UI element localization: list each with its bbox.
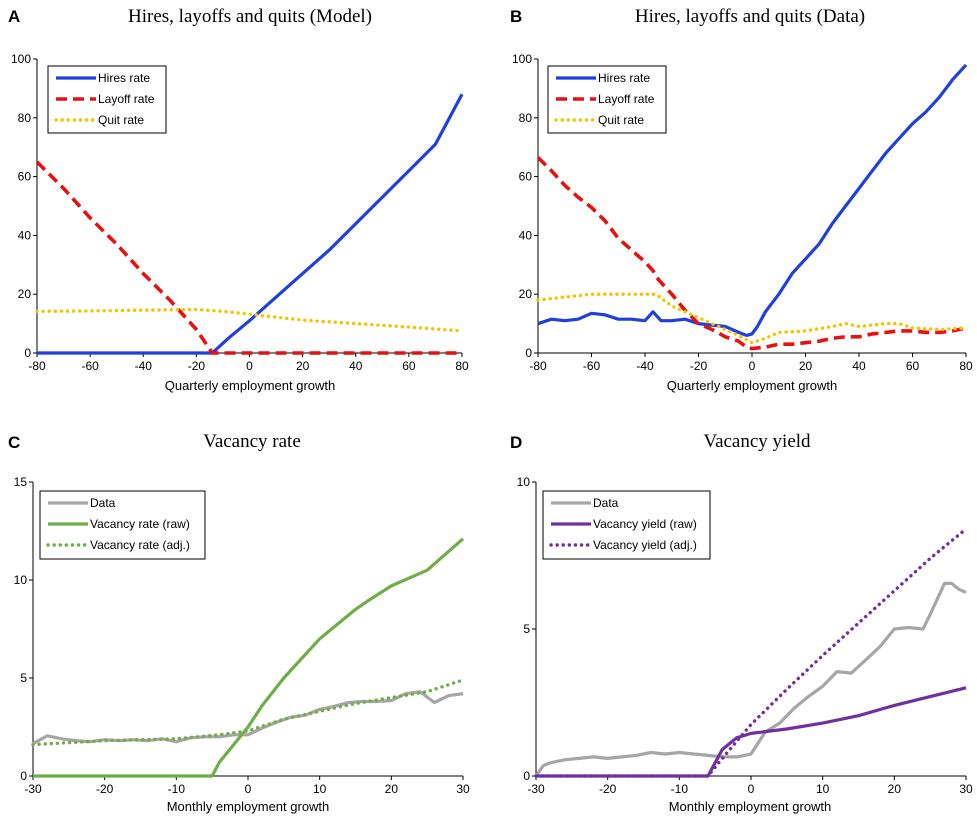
series-line-layoff-rate [35, 160, 462, 355]
y-tick-label: 60 [18, 170, 32, 184]
y-tick-label: 80 [18, 111, 32, 125]
panel-d-legend: Data Vacancy yield (raw) Vacancy yield (ad… [542, 490, 711, 560]
x-tick-label: 30 [456, 782, 470, 796]
legend-label: Vacancy rate (raw) [90, 517, 190, 531]
x-tick-label: -30 [24, 782, 42, 796]
x-tick-label: 60 [906, 359, 920, 373]
y-tick-label: 40 [18, 228, 32, 242]
panel-c-legend: Data Vacancy rate (raw) Vacancy rate (adj.… [39, 490, 206, 560]
x-tick-label: 0 [748, 782, 755, 796]
x-tick-label: 20 [888, 782, 902, 796]
y-tick-label: 0 [20, 769, 27, 783]
x-tick-label: -10 [168, 782, 186, 796]
y-tick-label: 0 [523, 769, 530, 783]
legend-label: Data [90, 496, 116, 510]
x-tick-label: 80 [959, 359, 973, 373]
y-tick-label: 20 [18, 287, 32, 301]
y-tick-label: 0 [525, 346, 532, 360]
panel-d-title: Vacancy yield [703, 431, 811, 452]
legend-label: Quit rate [598, 113, 644, 127]
x-tick-label: -80 [28, 359, 46, 373]
series-line-hires-rate [537, 63, 968, 337]
panel-c-xlabel: Monthly employment growth [167, 799, 330, 814]
x-tick-label: -20 [96, 782, 114, 796]
series-line-hires-rate [37, 93, 464, 355]
legend-label: Quit rate [98, 113, 144, 127]
x-tick-label: -10 [671, 782, 689, 796]
x-tick-label: -40 [636, 359, 654, 373]
y-tick-label: 100 [11, 52, 31, 66]
x-tick-label: -30 [527, 782, 545, 796]
x-tick-label: 30 [959, 782, 973, 796]
legend-label: Layoff rate [98, 92, 155, 106]
panel-a-axes: 0 20 40 60 80 100 -80 -60 -40 -20 0 20 40 60 80 [11, 52, 469, 373]
y-tick-label: 80 [519, 111, 533, 125]
x-tick-label: -60 [81, 359, 99, 373]
x-tick-label: 40 [852, 359, 866, 373]
y-tick-label: 5 [20, 671, 27, 685]
x-tick-label: 10 [816, 782, 830, 796]
y-tick-label: 60 [519, 170, 533, 184]
series-line-quit-rate [35, 307, 464, 333]
legend-label: Data [593, 496, 619, 510]
series-line-quit-rate [536, 292, 968, 345]
legend-label: Vacancy yield (adj.) [593, 538, 697, 552]
y-tick-label: 10 [14, 573, 28, 587]
x-tick-label: -40 [135, 359, 153, 373]
x-tick-label: 80 [455, 359, 469, 373]
legend-label: Vacancy yield (raw) [593, 517, 697, 531]
x-tick-label: -80 [529, 359, 547, 373]
series-line-vacancy-yield-raw [536, 686, 967, 778]
x-tick-label: -20 [188, 359, 206, 373]
y-tick-label: 0 [24, 346, 31, 360]
y-tick-label: 15 [14, 475, 28, 489]
panel-a-legend: Hires rate Layoff rate Quit rate [47, 65, 167, 134]
panel-d-letter: D [510, 433, 522, 452]
panel-c: C Vacancy rate Monthly employment growth… [8, 431, 470, 814]
series-line-layoff-rate [536, 156, 967, 351]
panel-a: A Hires, layoffs and quits (Model) Quart… [8, 6, 469, 393]
x-tick-label: -60 [583, 359, 601, 373]
x-tick-label: 0 [246, 359, 253, 373]
x-tick-label: 10 [313, 782, 327, 796]
x-tick-label: 40 [349, 359, 363, 373]
series-line-vacancy-rate-raw [33, 537, 465, 778]
panel-c-title: Vacancy rate [203, 431, 301, 452]
y-tick-label: 40 [519, 228, 533, 242]
panel-d: D Vacancy yield Monthly employment growt… [510, 431, 973, 814]
panel-a-xlabel: Quarterly employment growth [165, 378, 336, 393]
panel-b-legend: Hires rate Layoff rate Quit rate [547, 65, 667, 134]
series-line-data [32, 690, 464, 746]
legend-label: Layoff rate [598, 92, 655, 106]
panel-b-letter: B [510, 7, 522, 26]
panel-b-axes: 0 20 40 60 80 100 -80 -60 -40 -20 0 20 40 60 80 [512, 52, 973, 373]
panel-b: B Hires, layoffs and quits (Data) Quarte… [510, 6, 973, 393]
x-tick-label: 60 [402, 359, 416, 373]
panel-c-letter: C [8, 433, 20, 452]
y-tick-label: 5 [523, 622, 530, 636]
y-tick-label: 20 [519, 287, 533, 301]
x-tick-label: 20 [385, 782, 399, 796]
series-line-data [534, 581, 967, 777]
series-line-vacancy-yield-adj [534, 527, 968, 778]
legend-label: Vacancy rate (adj.) [90, 538, 190, 552]
panel-b-title: Hires, layoffs and quits (Data) [635, 6, 865, 27]
x-tick-label: 0 [749, 359, 756, 373]
legend-label: Hires rate [598, 71, 650, 85]
x-tick-label: -20 [599, 782, 617, 796]
panel-d-xlabel: Monthly employment growth [669, 799, 832, 814]
panel-a-title: Hires, layoffs and quits (Model) [128, 6, 372, 27]
y-tick-label: 10 [517, 475, 531, 489]
legend-label: Hires rate [98, 71, 150, 85]
x-tick-label: -20 [690, 359, 708, 373]
panel-b-xlabel: Quarterly employment growth [667, 378, 838, 393]
legend-box [547, 65, 667, 134]
y-tick-label: 100 [512, 52, 532, 66]
panel-a-letter: A [8, 7, 20, 26]
x-tick-label: 0 [245, 782, 252, 796]
x-tick-label: 20 [799, 359, 813, 373]
x-tick-label: 20 [296, 359, 310, 373]
